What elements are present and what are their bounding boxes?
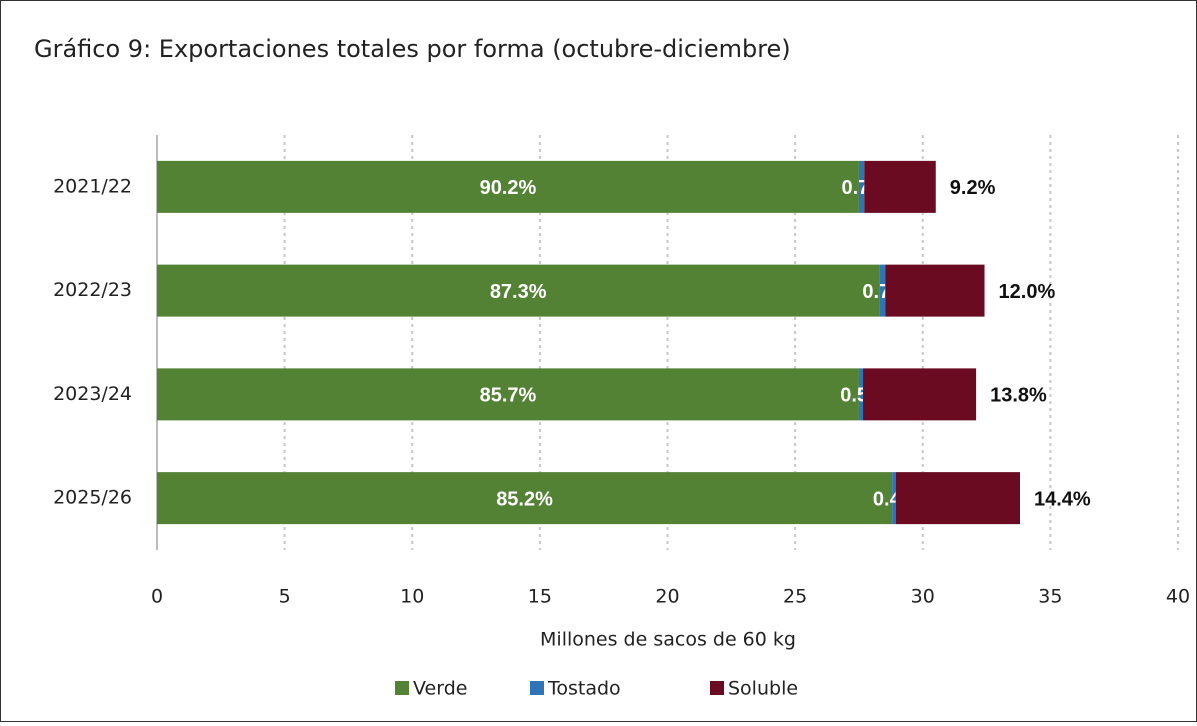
- bar-segment: [157, 160, 859, 213]
- bar-segment: [895, 472, 1021, 525]
- bar-segment: [157, 368, 859, 421]
- x-tick-label: 10: [400, 586, 424, 608]
- y-tick-label: 2021/22: [53, 175, 132, 197]
- x-tick-label: 30: [911, 586, 935, 608]
- y-tick-label: 2023/24: [53, 383, 132, 405]
- bar-segment: [885, 264, 985, 317]
- legend-swatch: [395, 681, 409, 695]
- y-tick-label: 2025/26: [53, 487, 132, 509]
- data-label: 85.2%: [496, 488, 553, 510]
- y-tick-label: 2022/23: [53, 279, 132, 301]
- data-label: 87.3%: [490, 281, 547, 303]
- bar-segment: [864, 160, 936, 213]
- bar-segment: [879, 264, 886, 317]
- bar-segment: [863, 368, 977, 421]
- x-tick-label: 35: [1038, 586, 1062, 608]
- x-tick-label: 20: [655, 586, 679, 608]
- data-label: 14.4%: [1034, 488, 1091, 510]
- data-label: 12.0%: [999, 281, 1056, 303]
- x-tick-label: 5: [279, 586, 291, 608]
- bar-segment: [892, 472, 896, 525]
- x-tick-label: 0: [151, 586, 163, 608]
- legend-label: Tostado: [547, 678, 621, 700]
- data-label: 90.2%: [480, 177, 537, 199]
- legend-label: Soluble: [728, 678, 798, 700]
- data-label: 85.7%: [480, 385, 537, 407]
- bar-segment: [858, 368, 864, 421]
- x-axis-label: Millones de sacos de 60 kg: [540, 629, 796, 651]
- legend-swatch: [710, 681, 724, 695]
- x-tick-label: 40: [1166, 586, 1190, 608]
- chart-title: Gráfico 9: Exportaciones totales por for…: [34, 35, 791, 63]
- x-tick-label: 25: [783, 586, 807, 608]
- x-tick-label: 15: [528, 586, 552, 608]
- legend-label: Verde: [413, 678, 467, 700]
- bar-segment: [157, 472, 893, 525]
- data-label: 13.8%: [990, 385, 1047, 407]
- legend-swatch: [530, 681, 544, 695]
- data-label: 9.2%: [950, 177, 996, 199]
- bar-segment: [157, 264, 880, 317]
- bar-segment: [858, 160, 865, 213]
